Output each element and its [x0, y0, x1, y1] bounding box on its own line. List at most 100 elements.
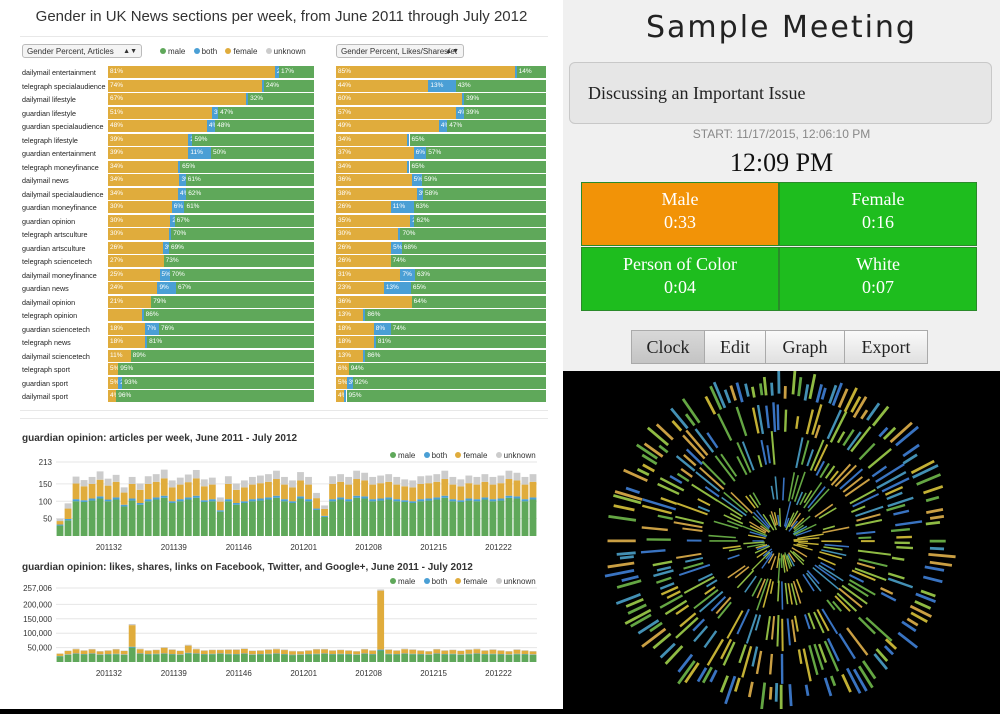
- bar-row[interactable]: 21%79%: [108, 296, 314, 308]
- section-label: telegraph news: [22, 338, 71, 347]
- metric-select-articles[interactable]: Gender Percent, Articles ▲▼: [22, 44, 142, 58]
- bar-row[interactable]: 26%11%63%: [336, 201, 546, 213]
- bar-row[interactable]: 4%96%: [108, 390, 314, 402]
- bar-row[interactable]: 186%: [108, 309, 314, 321]
- timer-white-button[interactable]: White 0:07: [779, 247, 977, 311]
- bar-row[interactable]: 34%165%: [108, 161, 314, 173]
- bar-row[interactable]: 67%132%: [108, 93, 314, 105]
- radial-bar: [626, 488, 640, 493]
- bar-row[interactable]: 26%5%68%: [336, 242, 546, 254]
- tab-graph[interactable]: Graph: [765, 330, 845, 364]
- radial-bar: [771, 486, 773, 500]
- bar-segment-male: [414, 215, 546, 227]
- bar-male: [137, 654, 144, 662]
- bar-row[interactable]: 36%64%: [336, 296, 546, 308]
- bar-row[interactable]: 30%170%: [108, 228, 314, 240]
- bar-row[interactable]: 5%293%: [108, 377, 314, 389]
- bar-row[interactable]: 26%3%69%: [108, 242, 314, 254]
- radial-bar: [674, 522, 703, 527]
- bar-row[interactable]: 18%181%: [108, 336, 314, 348]
- bar-row[interactable]: 37%6%57%: [336, 147, 546, 159]
- bar-row[interactable]: 24%9%67%: [108, 282, 314, 294]
- bar-row[interactable]: 6%94%: [336, 363, 546, 375]
- legend-item-both[interactable]: both: [194, 47, 218, 56]
- bar-value-label: 73%: [166, 255, 179, 267]
- bar-row[interactable]: 5%95%: [108, 363, 314, 375]
- bar-row[interactable]: 18%8%74%: [336, 323, 546, 335]
- bar-row[interactable]: 81%217%: [108, 66, 314, 78]
- radial-bar: [907, 619, 917, 625]
- legend-item-female[interactable]: female: [225, 47, 257, 56]
- bar-male: [209, 654, 216, 662]
- tab-clock[interactable]: Clock: [631, 330, 705, 364]
- bar-row[interactable]: 23%13%65%: [336, 282, 546, 294]
- bar-row[interactable]: 38%3%58%: [336, 188, 546, 200]
- bar-row[interactable]: 31%7%63%: [336, 269, 546, 281]
- metric-select-likes[interactable]: Gender Percent, Likes/Shares/et ▲▼: [336, 44, 464, 58]
- bar-row[interactable]: 74%124%: [108, 80, 314, 92]
- bar-female: [185, 482, 192, 497]
- bar-row[interactable]: 30%6%61%: [108, 201, 314, 213]
- bar-row[interactable]: 11%89%: [108, 350, 314, 362]
- bar-male: [281, 501, 288, 536]
- bar-female: [105, 651, 112, 654]
- bar-row[interactable]: 34%3%61%: [108, 174, 314, 186]
- bar-row[interactable]: 4%195%: [336, 390, 546, 402]
- radial-bar: [660, 478, 684, 490]
- radial-bar: [620, 557, 634, 558]
- bar-row[interactable]: 39%11%50%: [108, 147, 314, 159]
- radial-bar: [892, 558, 904, 560]
- issue-box[interactable]: Discussing an Important Issue: [569, 62, 992, 124]
- bar-value-label: 65%: [182, 161, 195, 173]
- timer-male-button[interactable]: Male 0:33: [581, 182, 779, 246]
- timer-female-button[interactable]: Female 0:16: [779, 182, 977, 246]
- radial-bar: [671, 409, 687, 429]
- radial-bar: [926, 497, 939, 501]
- bar-row[interactable]: 48%4%48%: [108, 120, 314, 132]
- bar-both: [361, 496, 368, 498]
- radial-bar: [772, 616, 774, 639]
- bar-row[interactable]: 18%181%: [336, 336, 546, 348]
- bar-value-label: 47%: [220, 107, 233, 119]
- bar-row[interactable]: 27%73%: [108, 255, 314, 267]
- bar-row[interactable]: 49%4%47%: [336, 120, 546, 132]
- bar-value-label: 8%: [376, 323, 385, 335]
- bar-unknown: [465, 476, 472, 484]
- bar-row[interactable]: 34%4%62%: [108, 188, 314, 200]
- bar-row[interactable]: 18%7%76%: [108, 323, 314, 335]
- bar-female: [121, 651, 128, 654]
- tab-export[interactable]: Export: [844, 330, 928, 364]
- bar-female: [393, 485, 400, 500]
- bar-row[interactable]: 30%2%67%: [108, 215, 314, 227]
- bar-row[interactable]: 36%5%59%: [336, 174, 546, 186]
- legend-item-unknown[interactable]: unknown: [266, 47, 306, 56]
- bar-row[interactable]: 13%186%: [336, 309, 546, 321]
- timer-label: Female: [780, 189, 976, 210]
- bar-row[interactable]: 57%4%39%: [336, 107, 546, 119]
- bar-row[interactable]: 34%165%: [336, 134, 546, 146]
- bar-row[interactable]: 13%186%: [336, 350, 546, 362]
- tab-edit[interactable]: Edit: [704, 330, 766, 364]
- bar-row[interactable]: 30%170%: [336, 228, 546, 240]
- bar-row[interactable]: 85%114%: [336, 66, 546, 78]
- bar-male: [265, 500, 272, 536]
- bar-value-label: 59%: [424, 174, 437, 186]
- bar-row[interactable]: 5%3%92%: [336, 377, 546, 389]
- bar-value-label: 63%: [416, 201, 429, 213]
- legend-item-male[interactable]: male: [160, 47, 185, 56]
- bar-row[interactable]: 51%3%47%: [108, 107, 314, 119]
- radial-bar: [772, 431, 775, 465]
- bar-row[interactable]: 34%165%: [336, 161, 546, 173]
- radial-bar: [676, 554, 701, 558]
- radial-bar: [818, 557, 836, 565]
- radial-bar: [737, 383, 742, 402]
- bar-row[interactable]: 26%74%: [336, 255, 546, 267]
- bar-row[interactable]: 44%13%43%: [336, 80, 546, 92]
- bar-row[interactable]: 35%2%62%: [336, 215, 546, 227]
- metric-select-articles-label: Gender Percent, Articles: [27, 47, 114, 56]
- bar-row[interactable]: 60%139%: [336, 93, 546, 105]
- radial-bar: [815, 425, 819, 438]
- bar-row[interactable]: 39%259%: [108, 134, 314, 146]
- bar-row[interactable]: 25%5%70%: [108, 269, 314, 281]
- timer-person-of-color-button[interactable]: Person of Color 0:04: [581, 247, 779, 311]
